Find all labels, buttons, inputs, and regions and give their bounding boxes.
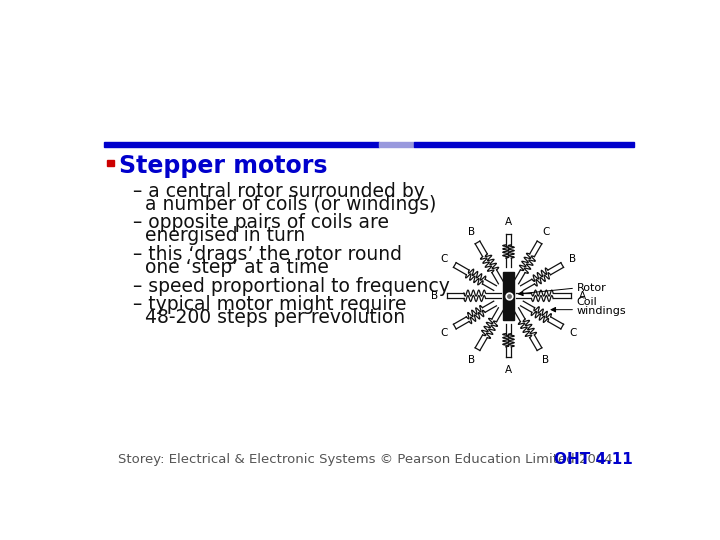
Text: – this ‘drags’ the rotor round: – this ‘drags’ the rotor round [132,245,402,264]
Bar [503,272,514,320]
Text: OHT 4.11: OHT 4.11 [554,451,632,467]
Text: B: B [570,254,577,264]
Text: 48-200 steps per revolution: 48-200 steps per revolution [132,308,405,327]
Bar [414,142,634,147]
Text: B: B [431,291,438,301]
Text: Stepper motors: Stepper motors [120,154,328,178]
Text: B: B [542,355,549,365]
Text: C: C [441,254,448,264]
Text: Coil: Coil [577,297,598,307]
Text: – speed proportional to frequency: – speed proportional to frequency [132,276,449,295]
Text: A: A [580,291,587,301]
Text: – opposite pairs of coils are: – opposite pairs of coils are [132,213,389,232]
Bar [107,159,114,166]
Text: B: B [468,227,475,237]
Bar [379,142,414,147]
Text: C: C [542,227,549,237]
Text: Rotor: Rotor [577,283,606,293]
Text: windings: windings [577,306,626,316]
Text: Storey: Electrical & Electronic Systems © Pearson Education Limited 2004: Storey: Electrical & Electronic Systems … [118,453,613,465]
Text: one ‘step’ at a time: one ‘step’ at a time [132,258,328,276]
Text: energised in turn: energised in turn [132,226,305,245]
Text: C: C [570,328,577,338]
Text: A: A [505,217,512,227]
Text: – a central rotor surrounded by: – a central rotor surrounded by [132,182,425,201]
Text: B: B [468,355,475,365]
Bar [104,142,379,147]
Text: a number of coils (or windings): a number of coils (or windings) [132,194,436,213]
Text: – typical motor might require: – typical motor might require [132,295,406,314]
Text: C: C [441,328,448,338]
Text: A: A [505,364,512,375]
